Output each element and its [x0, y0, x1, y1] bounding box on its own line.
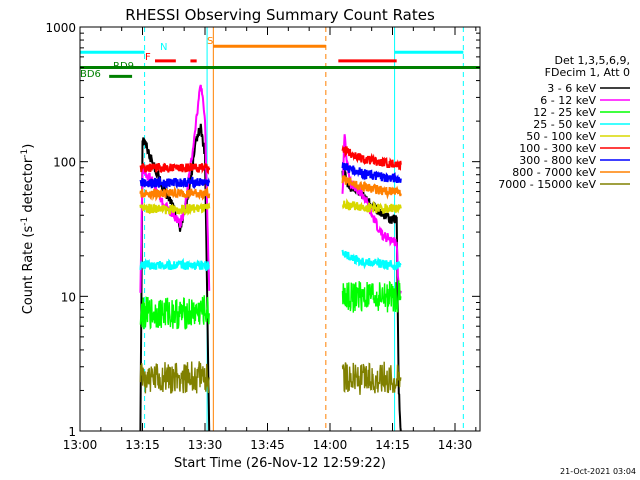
series-line: [139, 257, 210, 272]
status-bar-label: F: [145, 52, 151, 63]
chart-title: RHESSI Observing Summary Count Rates: [125, 6, 435, 24]
y-axis-label-mid: detector: [21, 157, 36, 217]
x-tick-label: 14:30: [438, 438, 473, 452]
y-axis-label-end: ): [21, 144, 36, 149]
status-bar-label: S: [207, 36, 213, 47]
x-tick-label: 13:15: [125, 438, 160, 452]
series-line: [139, 361, 210, 394]
legend: Det 1,3,5,6,9,FDecim 1, Att 0 3 - 6 keV6 …: [498, 54, 630, 191]
footer-timestamp: 21-Oct-2021 03:04: [560, 467, 636, 476]
series-7000-15000-keV: [139, 361, 402, 395]
y-axis-label-main: Count Rate (s: [21, 226, 36, 315]
series-12-25-keV: [139, 280, 402, 330]
status-bar-label: RD9: [113, 61, 134, 72]
legend-label: 3 - 6 keV: [547, 82, 596, 95]
x-tick-label: 13:00: [63, 438, 98, 452]
y-tick-label: 100: [53, 156, 76, 170]
series-line: [341, 280, 402, 313]
series-25-50-keV: [139, 249, 402, 272]
x-tick-label: 13:30: [188, 438, 223, 452]
legend-header: Det 1,3,5,6,9,: [554, 54, 630, 67]
series-line: [341, 175, 402, 200]
series-100-300-keV: [139, 144, 402, 175]
x-axis-label: Start Time (26-Nov-12 12:59:22): [174, 456, 386, 471]
series-line: [341, 249, 402, 272]
legend-label: 800 - 7000 keV: [512, 166, 596, 179]
series-800-7000-keV: [139, 175, 402, 202]
status-bar-label: BD6: [80, 69, 101, 80]
series-line: [341, 134, 402, 296]
vertical-markers: [79, 27, 464, 431]
y-axis-label-sup1: -1: [20, 217, 30, 226]
series-group: [139, 84, 402, 432]
legend-header: FDecim 1, Att 0: [545, 66, 630, 79]
legend-label: 7000 - 15000 keV: [498, 178, 596, 191]
series-line: [139, 175, 211, 191]
y-tick-label: 10: [61, 290, 76, 304]
y-tick-label: 1000: [45, 21, 76, 35]
legend-label: 100 - 300 keV: [519, 142, 596, 155]
series-line: [139, 202, 211, 216]
series-line: [341, 361, 402, 395]
y-axis: 1 10 100 1000: [45, 21, 480, 439]
x-tick-label: 14:00: [313, 438, 348, 452]
y-axis-label-sup2: -1: [20, 149, 30, 158]
series-line: [341, 161, 402, 183]
legend-label: 300 - 800 keV: [519, 154, 596, 167]
x-tick-label: 14:15: [375, 438, 410, 452]
series-300-800-keV: [139, 161, 402, 191]
legend-label: 50 - 100 keV: [526, 130, 596, 143]
series-line: [139, 162, 211, 175]
series-line: [341, 198, 402, 214]
x-axis: 13:00 13:15 13:30 13:45 14:00 14:15 14:30: [63, 27, 477, 452]
y-tick-label: 1: [68, 425, 76, 439]
legend-label: 25 - 50 keV: [533, 118, 596, 131]
series-line: [341, 144, 402, 171]
series-50-100-keV: [139, 198, 402, 216]
x-tick-label: 13:45: [250, 438, 285, 452]
series-line: [139, 185, 211, 202]
legend-label: 6 - 12 keV: [540, 94, 596, 107]
legend-label: 12 - 25 keV: [533, 106, 596, 119]
series-line: [139, 295, 210, 330]
plot-frame: [79, 26, 481, 432]
status-bar-label: N: [160, 42, 167, 53]
y-axis-label: Count Rate (s-1 detector-1): [20, 144, 36, 315]
status-bars: N S F RD9 BD6: [80, 36, 480, 80]
